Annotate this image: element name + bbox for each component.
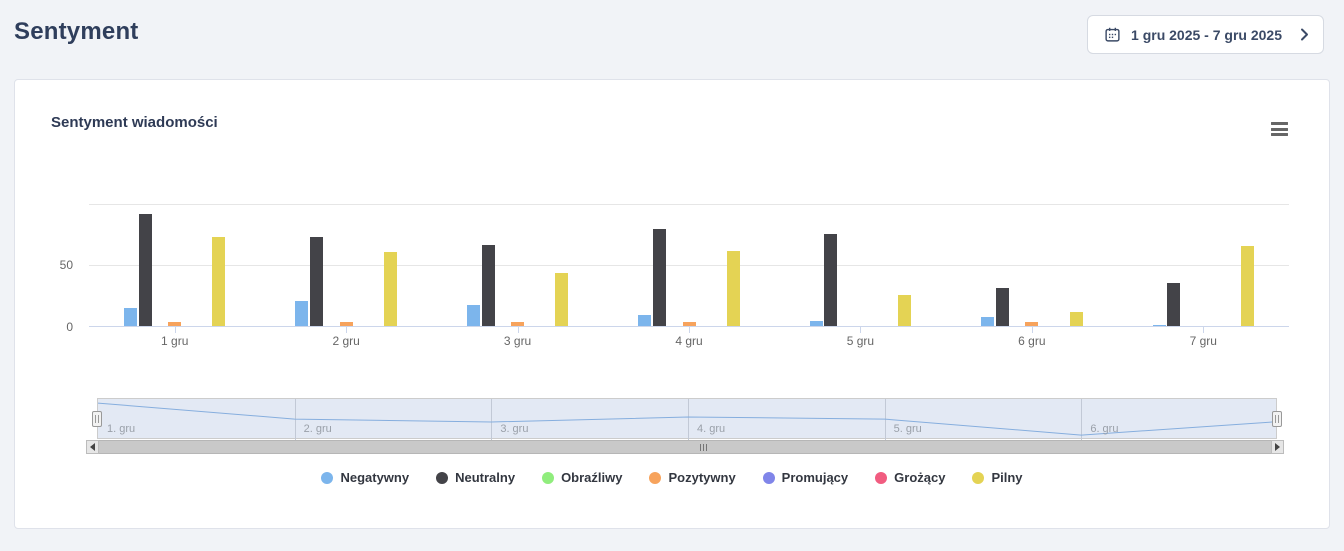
bar-neutralny-4-gru: [653, 228, 667, 326]
legend-item-negatywny[interactable]: Negatywny: [321, 470, 409, 485]
left-arrow-icon: [90, 443, 95, 451]
legend-label: Promujący: [781, 470, 849, 485]
navigator-handle-right[interactable]: [1272, 411, 1282, 427]
navigator-line: [98, 402, 1278, 436]
x-axis-tick: [517, 327, 519, 333]
navigator-label: 1. gru: [107, 423, 136, 435]
sentiment-card: Sentyment wiadomości 0 50 1 gru 2 gru 3 gru…: [14, 79, 1330, 529]
bar-pilny-3-gru: [555, 273, 569, 326]
menu-bar: [1271, 133, 1288, 136]
bar-neutralny-2-gru: [310, 237, 324, 326]
bar-pozytywny-6-gru: [1025, 322, 1039, 326]
navigator-label: 4. gru: [697, 423, 726, 435]
legend-label: Pozytywny: [668, 470, 736, 485]
menu-bar: [1271, 122, 1288, 125]
x-axis-tick: [346, 327, 348, 333]
navigator-gridline: [1081, 399, 1083, 440]
x-tick-label: 7 gru: [1189, 334, 1217, 348]
bar-neutralny-1-gru: [138, 214, 152, 326]
date-range-label: 1 gru 2025 - 7 gru 2025: [1131, 26, 1282, 43]
chart-context-menu-button[interactable]: [1271, 122, 1288, 136]
x-tick-label: 1 gru: [161, 334, 189, 348]
x-axis-tick: [689, 327, 690, 333]
legend-item-pilny[interactable]: Pilny: [972, 470, 1023, 485]
x-tick-label: 3 gru: [503, 334, 532, 348]
chart-legend: Negatywny Neutralny Obraźliwy Pozytywny Prom…: [15, 470, 1329, 485]
navigator-label: 2. gru: [303, 423, 332, 435]
right-arrow-icon: [1275, 443, 1280, 451]
scrollbar-right-arrow[interactable]: [1271, 440, 1284, 454]
chart-navigator: 1. gru 2. gru 3. gru 4. gru 5. gru 6. gru: [97, 398, 1278, 440]
legend-item-promujący[interactable]: Promujący: [762, 470, 849, 485]
legend-label: Negatywny: [340, 470, 410, 485]
bar-negatywny-3-gru: [466, 305, 480, 326]
y-tick-label: 0: [66, 319, 73, 334]
bar-pozytywny-1-gru: [168, 322, 182, 326]
legend-item-obraźliwy[interactable]: Obraźliwy: [542, 470, 622, 485]
bar-pilny-4-gru: [726, 250, 740, 326]
navigator-label: 5. gru: [893, 423, 922, 435]
chart-scrollbar: [86, 440, 1284, 454]
bar-pilny-5-gru: [898, 295, 912, 326]
legend-item-pozytywny[interactable]: Pozytywny: [649, 470, 736, 485]
bar-negatywny-1-gru: [123, 307, 137, 326]
legend-label: Pilny: [991, 470, 1023, 485]
bar-pilny-1-gru: [212, 237, 226, 326]
bar-neutralny-5-gru: [824, 233, 838, 326]
date-range-button[interactable]: 1 gru 2025 - 7 gru 2025: [1087, 15, 1324, 54]
bar-negatywny-6-gru: [981, 317, 995, 326]
legend-item-grożący[interactable]: Grożący: [875, 470, 945, 485]
scrollbar-grip-icon: [700, 444, 707, 451]
x-tick-label: 5 gru: [846, 334, 875, 348]
bar-pilny-6-gru: [1069, 312, 1083, 326]
legend-label: Neutralny: [455, 470, 516, 485]
navigator-label: 6. gru: [1090, 423, 1119, 435]
legend-marker-icon: [436, 471, 449, 484]
bar-negatywny-4-gru: [638, 314, 652, 326]
legend-label: Obraźliwy: [561, 470, 623, 485]
legend-marker-icon: [649, 471, 662, 484]
bar-pozytywny-3-gru: [511, 322, 525, 326]
bar-pozytywny-2-gru: [339, 322, 353, 326]
legend-marker-icon: [542, 471, 555, 484]
x-axis-tick: [1031, 327, 1033, 333]
legend-marker-icon: [875, 471, 888, 484]
x-tick-label: 6 gru: [1018, 334, 1046, 348]
x-tick-label: 4 gru: [675, 334, 703, 348]
x-axis-line: [89, 326, 1289, 327]
bar-pozytywny-4-gru: [682, 322, 696, 326]
menu-bar: [1271, 127, 1288, 131]
bar-pilny-7-gru: [1241, 246, 1254, 326]
bar-negatywny-2-gru: [295, 301, 309, 326]
x-axis-tick: [174, 327, 176, 333]
navigator-handle-left[interactable]: [92, 411, 102, 427]
chevron-right-icon: [1301, 28, 1308, 41]
scrollbar-left-arrow[interactable]: [86, 440, 99, 454]
bar-neutralny-6-gru: [995, 287, 1009, 326]
legend-label: Grożący: [894, 470, 946, 485]
bar-neutralny-3-gru: [481, 244, 495, 326]
bar-negatywny-5-gru: [809, 321, 823, 326]
navigator-gridline: [491, 399, 493, 440]
y-tick-label: 50: [59, 258, 73, 272]
page-title: Sentyment: [14, 18, 139, 45]
x-axis-tick: [860, 327, 862, 333]
x-axis-tick: [1203, 327, 1205, 333]
bar-neutralny-7-gru: [1167, 282, 1181, 326]
scrollbar-track[interactable]: [99, 440, 1271, 454]
legend-marker-icon: [972, 471, 985, 484]
navigator-label: 3. gru: [500, 423, 529, 435]
gridline-50: [89, 265, 1289, 266]
navigator-gridline: [688, 399, 689, 440]
legend-marker-icon: [321, 471, 334, 484]
bar-negatywny-7-gru: [1152, 324, 1166, 326]
bar-series-area: [89, 198, 1289, 326]
x-tick-label: 2 gru: [332, 334, 360, 348]
chart-title: Sentyment wiadomości: [51, 114, 218, 131]
legend-marker-icon: [762, 471, 775, 484]
gridline-100: [89, 203, 1289, 205]
calendar-icon: [1105, 27, 1120, 42]
bar-pilny-2-gru: [383, 252, 397, 326]
legend-item-neutralny[interactable]: Neutralny: [436, 470, 515, 485]
